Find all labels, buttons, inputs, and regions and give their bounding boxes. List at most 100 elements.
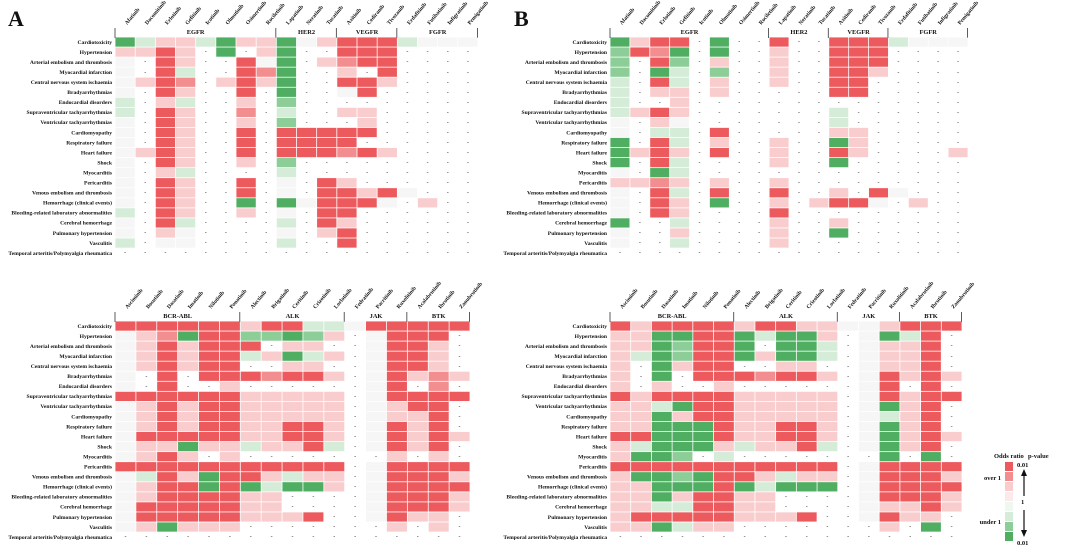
- heatmap-cell-no-report: -: [459, 384, 461, 390]
- heatmap-cell-no-report: -: [738, 251, 740, 257]
- heatmap-cell-no-report: -: [826, 515, 828, 521]
- heatmap-cell: [651, 351, 672, 361]
- heatmap-cell: [693, 512, 714, 522]
- heatmap-cell-no-report: -: [818, 110, 820, 116]
- heatmap-cell: [115, 47, 135, 57]
- heatmap-cell-no-report: -: [847, 344, 849, 350]
- heatmap-cell: [734, 442, 755, 452]
- heatmap-cell: [817, 411, 838, 422]
- heatmap-cell: [115, 97, 135, 107]
- heatmap-cell-no-report: -: [467, 120, 469, 126]
- heatmap-cell: [610, 127, 630, 138]
- row-label: Cardiomyopathy: [71, 414, 112, 420]
- row-label: Heart failure: [81, 434, 113, 440]
- heatmap-cell: [397, 37, 418, 47]
- heatmap-cell-no-report: -: [639, 120, 641, 126]
- heatmap-cell: [900, 361, 921, 371]
- heatmap-cell: [236, 107, 256, 117]
- heatmap-cell-no-report: -: [447, 150, 449, 156]
- heatmap-cell: [734, 462, 755, 472]
- heatmap-cell: [672, 442, 693, 452]
- group-label: HER2: [298, 29, 315, 36]
- heatmap-cell: [651, 492, 672, 502]
- heatmap-cell: [365, 512, 387, 522]
- heatmap-cell-no-report: -: [798, 180, 800, 186]
- row-label: Venous embolism and thrombosis: [527, 191, 608, 197]
- heatmap-cell-no-report: -: [847, 334, 849, 340]
- heatmap-cell: [693, 442, 714, 452]
- heatmap-cell: [631, 321, 652, 331]
- heatmap-cell: [849, 198, 869, 208]
- heatmap-cell: [386, 512, 407, 522]
- heatmap-cell-no-report: -: [144, 190, 146, 196]
- heatmap-cell: [240, 502, 261, 512]
- heatmap-cell-no-report: -: [917, 140, 919, 146]
- heatmap-cell: [908, 198, 928, 208]
- heatmap-cell: [713, 391, 734, 401]
- heatmap-cell: [817, 331, 838, 341]
- heatmap-cell-no-report: -: [718, 241, 720, 247]
- heatmap-cell-no-report: -: [889, 535, 891, 541]
- row-label: Supraventricular tachyarrhythmias: [26, 394, 112, 400]
- heatmap-cell-no-report: -: [225, 190, 227, 196]
- heatmap-cell: [610, 452, 631, 462]
- heatmap-cell-no-report: -: [265, 210, 267, 216]
- heatmap-cell: [713, 442, 734, 452]
- heatmap-cell: [888, 188, 908, 198]
- heatmap-cell: [829, 57, 849, 67]
- heatmap-cell: [941, 431, 962, 442]
- heatmap-cell-no-report: -: [205, 180, 207, 186]
- heatmap-cell: [157, 452, 178, 462]
- row-label: Cardiomyopathy: [566, 130, 607, 136]
- heatmap-cell: [693, 462, 714, 472]
- heatmap-cell: [796, 321, 817, 331]
- heatmap-cell: [941, 391, 962, 401]
- heatmap-cell-no-report: -: [427, 80, 429, 86]
- heatmap-cell-no-report: -: [798, 120, 800, 126]
- panel-label-b: B: [514, 6, 529, 31]
- heatmap-cell: [693, 421, 714, 432]
- heatmap-cell-no-report: -: [878, 100, 880, 106]
- heatmap-cell: [829, 228, 849, 238]
- heatmap-cell: [219, 371, 240, 381]
- heatmap-cell-no-report: -: [326, 110, 328, 116]
- heatmap-cell-no-report: -: [951, 364, 953, 370]
- heatmap-cell: [879, 371, 900, 381]
- heatmap-cell: [407, 351, 428, 361]
- heatmap-cell: [303, 512, 324, 522]
- heatmap-cell: [219, 421, 240, 432]
- heatmap-cell: [879, 401, 900, 412]
- heatmap-cell-no-report: -: [375, 454, 377, 460]
- heatmap-cell-no-report: -: [145, 384, 147, 390]
- heatmap-cell: [920, 512, 941, 522]
- heatmap-cell-no-report: -: [406, 210, 408, 216]
- heatmap-cell: [337, 47, 357, 57]
- heatmap-cell-no-report: -: [917, 120, 919, 126]
- heatmap-cell-no-report: -: [333, 505, 335, 511]
- heatmap-cell-no-report: -: [957, 70, 959, 76]
- heatmap-cell: [849, 77, 869, 87]
- heatmap-cell-no-report: -: [957, 180, 959, 186]
- heatmap-cell-no-report: -: [957, 160, 959, 166]
- heatmap-cell-no-report: -: [265, 180, 267, 186]
- heatmap-cell: [240, 351, 261, 361]
- heatmap-cell: [941, 321, 962, 331]
- heatmap-cell-no-report: -: [447, 231, 449, 237]
- row-label: Hypertension: [80, 334, 113, 340]
- heatmap-cell: [407, 401, 428, 412]
- heatmap-cell: [428, 482, 449, 492]
- heatmap-cell: [175, 168, 196, 178]
- heatmap-cell: [650, 37, 670, 47]
- heatmap-cell: [709, 178, 729, 188]
- heatmap-cell: [428, 512, 449, 522]
- heatmap-cell: [776, 361, 796, 371]
- heatmap-cell-no-report: -: [937, 110, 939, 116]
- heatmap-cell: [115, 512, 136, 522]
- heatmap-cell: [317, 137, 337, 148]
- heatmap-cell: [630, 147, 650, 158]
- column-label: Futibatinib: [427, 2, 449, 27]
- heatmap-cell: [709, 87, 729, 97]
- heatmap-cell: [136, 361, 157, 371]
- heatmap-cell: [175, 37, 196, 47]
- column-label: Lorlatinib: [826, 288, 846, 311]
